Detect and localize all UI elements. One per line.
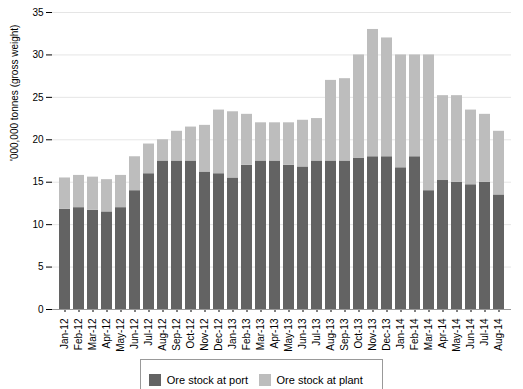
svg-text:Aug-14: Aug-14 — [493, 318, 504, 351]
svg-text:Jul-14: Jul-14 — [479, 318, 490, 346]
svg-text:Aug-12: Aug-12 — [157, 318, 168, 351]
svg-text:Feb-12: Feb-12 — [73, 318, 84, 350]
svg-text:Sep-13: Sep-13 — [339, 318, 350, 351]
svg-text:Jun-12: Jun-12 — [129, 318, 140, 349]
svg-text:Sep-12: Sep-12 — [171, 318, 182, 351]
svg-text:35: 35 — [32, 7, 44, 18]
svg-text:Aug-13: Aug-13 — [325, 318, 336, 351]
svg-text:Nov-12: Nov-12 — [199, 318, 210, 351]
svg-text:Mar-14: Mar-14 — [423, 318, 434, 350]
svg-text:Nov-13: Nov-13 — [367, 318, 378, 351]
svg-text:20: 20 — [32, 134, 44, 145]
svg-text:Oct-12: Oct-12 — [185, 318, 196, 348]
svg-text:5: 5 — [38, 261, 44, 272]
svg-text:Apr-14: Apr-14 — [437, 318, 448, 348]
svg-text:May-13: May-13 — [283, 318, 294, 352]
svg-text:Jul-13: Jul-13 — [311, 318, 322, 346]
svg-text:May-14: May-14 — [451, 318, 462, 352]
html-text:Ore stock at plant: Ore stock at plant — [276, 373, 363, 386]
svg-text:Oct-13: Oct-13 — [353, 318, 364, 348]
svg-text:Jan-13: Jan-13 — [227, 318, 238, 349]
svg-text:Apr-12: Apr-12 — [101, 318, 112, 348]
svg-text:Dec-13: Dec-13 — [381, 318, 392, 351]
svg-text:0: 0 — [38, 304, 44, 315]
svg-text:Jan-14: Jan-14 — [395, 318, 406, 349]
svg-text:Dec-12: Dec-12 — [213, 318, 224, 351]
svg-text:Jun-13: Jun-13 — [297, 318, 308, 349]
svg-text:Feb-14: Feb-14 — [409, 318, 420, 350]
svg-text:'000,000 tonnes (gross weight): '000,000 tonnes (gross weight) — [9, 25, 20, 161]
svg-text:30: 30 — [32, 49, 44, 60]
svg-text:Mar-12: Mar-12 — [87, 318, 98, 350]
svg-text:Apr-13: Apr-13 — [269, 318, 280, 348]
html-text:Ore stock at port: Ore stock at port — [166, 373, 248, 386]
svg-text:May-12: May-12 — [115, 318, 126, 352]
svg-text:Jan-12: Jan-12 — [59, 318, 70, 349]
svg-text:15: 15 — [32, 176, 44, 187]
svg-text:25: 25 — [32, 92, 44, 103]
svg-text:Feb-13: Feb-13 — [241, 318, 252, 350]
svg-text:10: 10 — [32, 219, 44, 230]
svg-text:Jul-12: Jul-12 — [143, 318, 154, 346]
svg-text:Jun-14: Jun-14 — [465, 318, 476, 349]
svg-text:Mar-13: Mar-13 — [255, 318, 266, 350]
